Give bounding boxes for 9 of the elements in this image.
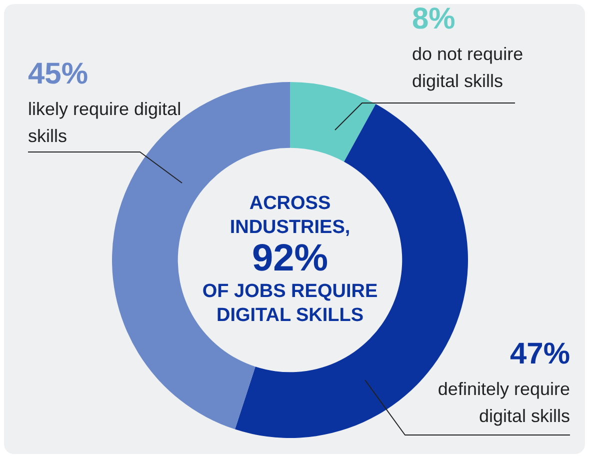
- text: ACROSS INDUSTRIES,: [230, 193, 350, 238]
- data-label: 47%: [510, 337, 570, 370]
- slice-label: do not require digital skills: [412, 44, 524, 91]
- data-label: 45%: [28, 57, 88, 90]
- text: 92%: [252, 237, 328, 280]
- text: OF JOBS REQUIRE DIGITAL SKILLS: [202, 281, 378, 326]
- slice-label: likely require digital skills: [28, 98, 182, 146]
- slice-label: definitely require digital skills: [438, 378, 570, 426]
- data-label: 8%: [412, 2, 456, 36]
